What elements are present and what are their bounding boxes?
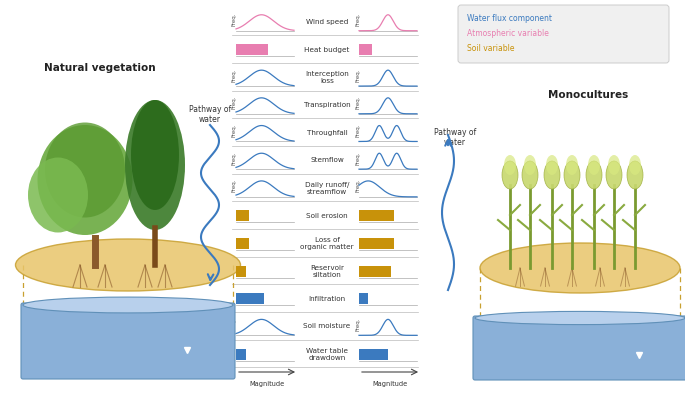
Ellipse shape	[131, 100, 179, 210]
Text: Freq.: Freq.	[232, 68, 237, 82]
Ellipse shape	[38, 125, 132, 235]
Text: Wind speed: Wind speed	[306, 19, 348, 25]
Ellipse shape	[627, 161, 643, 189]
Text: Freq.: Freq.	[232, 179, 237, 192]
Text: Magnitude: Magnitude	[249, 381, 285, 387]
FancyBboxPatch shape	[473, 316, 685, 380]
Ellipse shape	[629, 155, 641, 175]
Ellipse shape	[522, 161, 538, 189]
Text: Transpiration: Transpiration	[303, 102, 350, 108]
Bar	[236, 210, 249, 221]
Bar	[359, 238, 394, 249]
Text: Monocultures: Monocultures	[548, 90, 628, 100]
Text: Freq.: Freq.	[232, 13, 237, 26]
Text: Freq.: Freq.	[356, 68, 361, 82]
Bar	[359, 266, 391, 277]
Text: Heat budget: Heat budget	[304, 46, 349, 53]
FancyBboxPatch shape	[458, 5, 669, 63]
Text: Water table
drawdown: Water table drawdown	[306, 348, 348, 361]
Ellipse shape	[504, 155, 516, 175]
Bar	[359, 293, 369, 304]
Ellipse shape	[566, 155, 578, 175]
Text: Freq.: Freq.	[356, 13, 361, 26]
Text: Natural vegetation: Natural vegetation	[45, 63, 155, 73]
Ellipse shape	[125, 100, 185, 230]
Ellipse shape	[608, 155, 620, 175]
Bar	[236, 293, 264, 304]
Bar	[359, 44, 372, 55]
FancyBboxPatch shape	[21, 303, 235, 379]
Text: Freq.: Freq.	[356, 123, 361, 137]
Text: Throughfall: Throughfall	[307, 130, 347, 136]
Ellipse shape	[28, 158, 88, 233]
Ellipse shape	[475, 311, 685, 325]
Text: Stemflow: Stemflow	[310, 157, 344, 163]
Text: Freq.: Freq.	[356, 96, 361, 109]
Text: Reservoir
siltation: Reservoir siltation	[310, 264, 344, 277]
Ellipse shape	[564, 161, 580, 189]
Text: Pathway of
water: Pathway of water	[189, 105, 231, 125]
Text: Pathway of
water: Pathway of water	[434, 128, 476, 147]
Ellipse shape	[606, 161, 622, 189]
Ellipse shape	[544, 161, 560, 189]
Ellipse shape	[16, 239, 240, 291]
Ellipse shape	[546, 155, 558, 175]
Text: Freq.: Freq.	[232, 123, 237, 137]
Text: Soil moisture: Soil moisture	[303, 323, 351, 329]
Text: Freq.: Freq.	[232, 317, 237, 331]
Text: Loss of
organic matter: Loss of organic matter	[300, 237, 354, 250]
Text: Magnitude: Magnitude	[373, 381, 408, 387]
Ellipse shape	[586, 161, 602, 189]
Text: Interception
loss: Interception loss	[305, 71, 349, 84]
Ellipse shape	[480, 243, 680, 293]
Text: Freq.: Freq.	[232, 96, 237, 109]
Text: Freq.: Freq.	[232, 151, 237, 165]
Ellipse shape	[502, 161, 518, 189]
Bar	[359, 349, 388, 360]
Text: Atmospheric variable: Atmospheric variable	[467, 29, 549, 38]
Text: Soil erosion: Soil erosion	[306, 213, 348, 219]
Bar	[236, 349, 247, 360]
Text: Water flux component: Water flux component	[467, 14, 552, 23]
Text: Freq.: Freq.	[356, 179, 361, 192]
Ellipse shape	[23, 297, 233, 313]
Bar	[359, 210, 394, 221]
Bar	[236, 44, 268, 55]
Text: Daily runoff/
streamflow: Daily runoff/ streamflow	[305, 182, 349, 195]
Bar	[236, 238, 249, 249]
Bar	[236, 266, 247, 277]
Text: Freq.: Freq.	[356, 151, 361, 165]
Ellipse shape	[45, 123, 125, 217]
Ellipse shape	[588, 155, 600, 175]
Text: Infiltration: Infiltration	[308, 296, 345, 302]
Ellipse shape	[524, 155, 536, 175]
Text: Soil variable: Soil variable	[467, 44, 514, 53]
Text: Freq.: Freq.	[356, 317, 361, 331]
